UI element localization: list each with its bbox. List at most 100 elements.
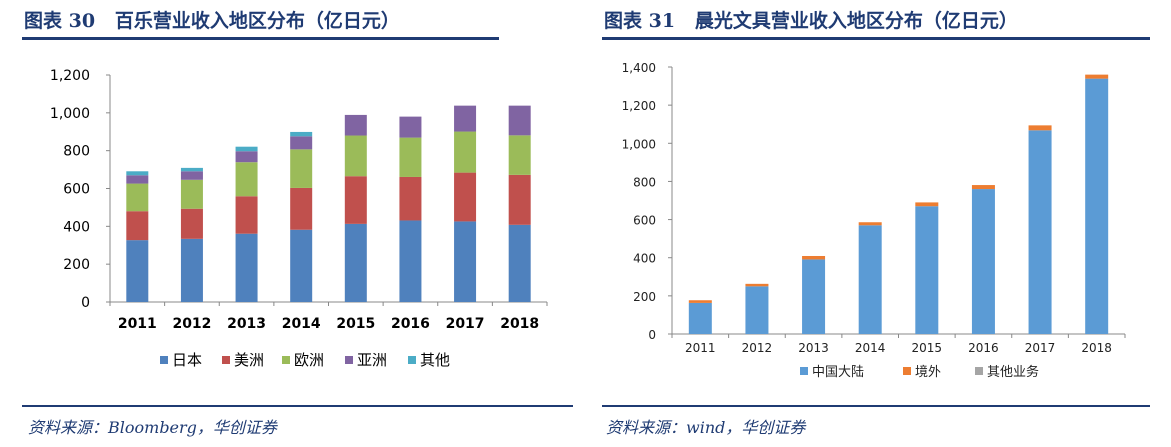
bar-segment-欧洲 [126, 183, 149, 212]
bar-segment-中国大陆 [971, 189, 995, 334]
bar-segment-其他 [235, 146, 258, 152]
bar-segment-中国大陆 [688, 302, 712, 334]
x-tick-label: 2016 [391, 316, 430, 332]
bar-segment-境外 [1085, 74, 1109, 79]
y-tick-label: 1,400 [622, 61, 656, 75]
bar-segment-境外 [915, 202, 939, 207]
legend-swatch [800, 367, 808, 375]
bar-segment-亚洲 [290, 136, 313, 150]
bar-segment-境外 [802, 255, 826, 260]
bar-segment-日本 [290, 229, 313, 302]
bar-segment-境外 [1028, 125, 1052, 131]
bar-segment-日本 [126, 240, 149, 302]
bar-segment-日本 [399, 220, 422, 302]
y-tick-label: 200 [633, 290, 656, 304]
bar-segment-欧洲 [344, 135, 367, 177]
bar-segment-日本 [344, 223, 367, 302]
y-tick-label: 800 [63, 144, 90, 160]
bar-segment-美洲 [454, 172, 477, 222]
bar-segment-日本 [454, 221, 477, 302]
x-tick-label: 2017 [446, 316, 485, 332]
bar-segment-美洲 [508, 174, 531, 225]
bar-segment-其他 [290, 131, 313, 137]
legend-swatch [408, 356, 416, 364]
bar-segment-欧洲 [180, 179, 203, 209]
bar-segment-欧洲 [399, 137, 422, 177]
bar-segment-欧洲 [235, 162, 258, 197]
y-tick-label: 1,000 [622, 137, 656, 151]
right-chart-title: 图表 31 晨光文具营业收入地区分布（亿日元） [604, 10, 1018, 32]
left-source-rule [22, 405, 573, 407]
y-tick-label: 1,200 [50, 68, 90, 84]
bar-segment-中国大陆 [1085, 78, 1109, 334]
x-tick-label: 2015 [336, 316, 375, 332]
bar-segment-其他 [126, 171, 149, 176]
bar-segment-美洲 [290, 187, 313, 230]
legend-label: 欧洲 [294, 351, 324, 369]
x-tick-label: 2011 [118, 316, 157, 332]
bar-segment-欧洲 [290, 149, 313, 188]
bar-segment-日本 [508, 224, 531, 302]
left-chart-title: 图表 30 百乐营业收入地区分布（亿日元） [24, 10, 400, 32]
bar-segment-亚洲 [454, 105, 477, 132]
legend-label: 亚洲 [357, 351, 387, 369]
legend-label: 其他业务 [987, 364, 1039, 380]
x-tick-label: 2016 [968, 341, 999, 355]
x-tick-label: 2013 [798, 341, 829, 355]
bar-segment-美洲 [126, 211, 149, 241]
bar-segment-亚洲 [508, 105, 531, 136]
bar-segment-中国大陆 [915, 206, 939, 334]
bar-segment-境外 [971, 185, 995, 190]
legend-swatch [160, 356, 168, 364]
bar-segment-欧洲 [508, 135, 531, 175]
legend-swatch [903, 367, 911, 375]
bar-segment-日本 [180, 238, 203, 302]
right-chart: 0 200 400 600 800 1,000 1,200 1,400 2011 2012 2013… [622, 61, 1126, 380]
x-tick-label: 2014 [855, 341, 886, 355]
right-source-rule [602, 405, 1150, 407]
x-tick-label: 2017 [1025, 341, 1056, 355]
legend-label: 中国大陆 [812, 364, 864, 380]
y-tick-label: 1,200 [622, 99, 656, 113]
bar-segment-美洲 [235, 196, 258, 234]
x-tick-label: 2018 [500, 316, 539, 332]
x-tick-label: 2014 [282, 316, 321, 332]
bar-segment-中国大陆 [802, 259, 826, 334]
legend-swatch [975, 367, 983, 375]
left-chart: 0 200 400 600 800 1,000 1,200 2011 2012 2013 2014 2… [50, 68, 548, 369]
legend-swatch [222, 356, 230, 364]
right-source: 资料来源：wind，华创证券 [606, 418, 806, 437]
y-tick-label: 1,000 [50, 106, 90, 122]
x-tick-label: 2015 [912, 341, 943, 355]
x-tick-label: 2013 [227, 316, 266, 332]
bar-segment-美洲 [180, 208, 203, 239]
bar-segment-中国大陆 [745, 286, 769, 334]
x-tick-label: 2011 [685, 341, 716, 355]
bar-segment-亚洲 [180, 171, 203, 180]
bar-segment-中国大陆 [1028, 130, 1052, 334]
y-tick-label: 0 [648, 328, 656, 342]
bar-segment-日本 [235, 233, 258, 302]
bar-segment-亚洲 [344, 114, 367, 136]
x-tick-label: 2018 [1081, 341, 1112, 355]
bar-segment-境外 [858, 222, 882, 226]
bar-segment-其他 [180, 167, 203, 172]
y-tick-label: 200 [63, 257, 90, 273]
bar-segment-亚洲 [399, 116, 422, 138]
bar-segment-中国大陆 [858, 225, 882, 334]
y-tick-label: 0 [81, 295, 90, 311]
bar-segment-境外 [688, 300, 712, 303]
right-title-rule [602, 37, 1150, 40]
left-source: 资料来源：Bloomberg，华创证券 [28, 418, 277, 437]
y-tick-label: 400 [633, 252, 656, 266]
bar-segment-亚洲 [235, 151, 258, 163]
y-tick-label: 600 [63, 182, 90, 198]
bar-segment-美洲 [344, 176, 367, 224]
bar-segment-境外 [745, 283, 769, 287]
legend-label: 其他 [420, 351, 450, 369]
bar-segment-亚洲 [126, 175, 149, 184]
legend-label: 美洲 [234, 351, 264, 369]
left-title-rule [22, 37, 499, 40]
x-tick-label: 2012 [742, 341, 773, 355]
